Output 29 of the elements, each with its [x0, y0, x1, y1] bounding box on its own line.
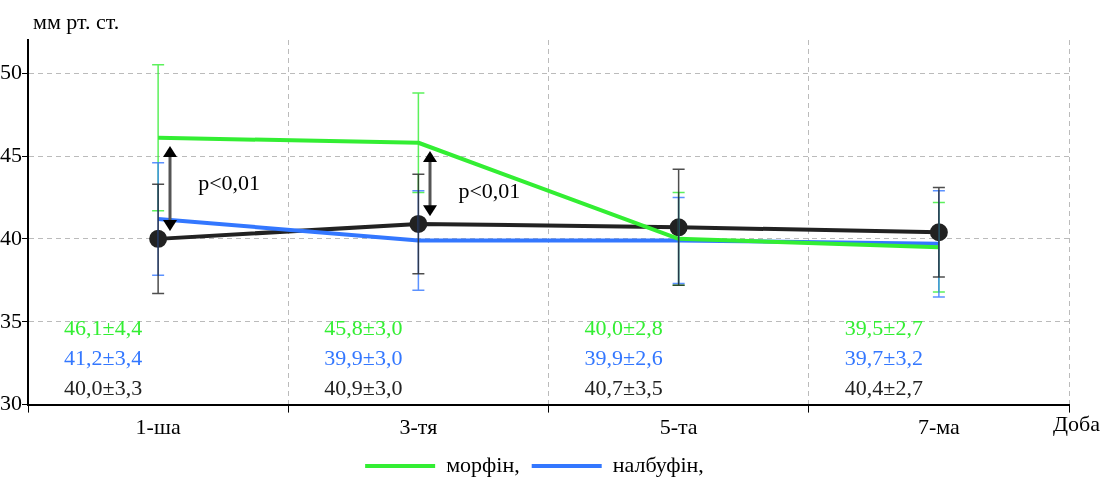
annotation: 39,7±3,2 — [844, 345, 923, 371]
x-axis-title: Доба — [1053, 411, 1101, 437]
y-tick-label: 40 — [0, 224, 22, 250]
annotation: 40,0±2,8 — [584, 315, 663, 341]
y-tick-label: 35 — [0, 307, 22, 333]
annotation: 40,0±3,3 — [64, 375, 143, 401]
x-tick-label: 1-ша — [135, 413, 181, 439]
annotation: 40,7±3,5 — [584, 375, 663, 401]
legend-label: налбуфін, — [612, 451, 704, 477]
x-tick-label: 7-ма — [917, 413, 961, 439]
y-tick-label: 45 — [0, 141, 22, 167]
point — [409, 214, 428, 233]
y-tick-label: 30 — [0, 390, 22, 416]
y-tick-label: 50 — [0, 58, 22, 84]
annotation: 39,5±2,7 — [844, 315, 923, 341]
annotation: p<0,01 — [198, 169, 261, 195]
annotation: 39,9±2,6 — [584, 345, 663, 371]
annotation: 40,4±2,7 — [844, 375, 923, 401]
point — [669, 218, 688, 237]
annotation: 39,9±3,0 — [324, 345, 403, 371]
legend-label: морфін, — [446, 451, 520, 477]
annotation: 46,1±4,4 — [64, 315, 143, 341]
annotation: 40,9±3,0 — [324, 375, 403, 401]
annotation: p<0,01 — [458, 178, 521, 204]
x-tick-label: 5-та — [659, 413, 698, 439]
x-tick-label: 3-тя — [399, 413, 438, 439]
y-axis-title: мм рт. ст. — [33, 8, 120, 34]
annotation: 41,2±3,4 — [64, 345, 143, 371]
annotation: 45,8±3,0 — [324, 315, 403, 341]
